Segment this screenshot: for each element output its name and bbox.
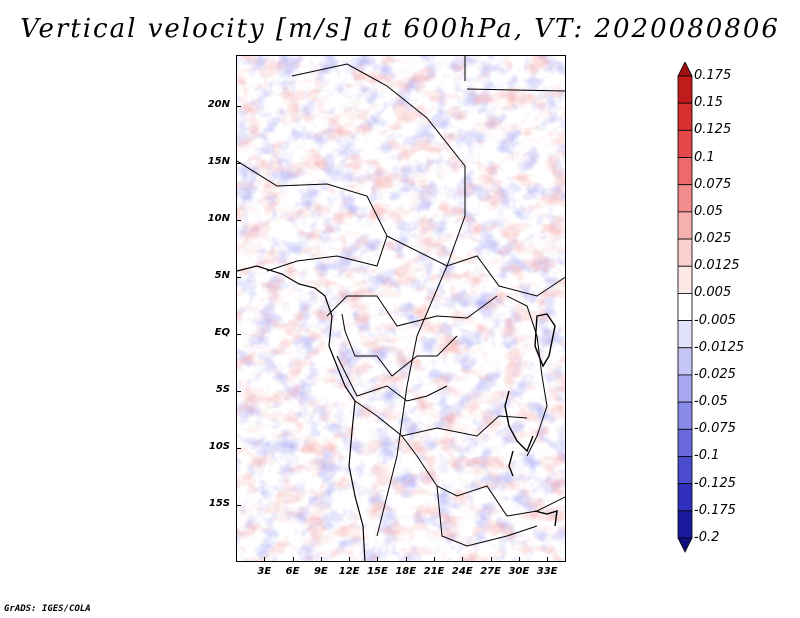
lake-outline bbox=[534, 510, 558, 527]
colorbar-segment bbox=[677, 347, 693, 376]
colorbar-segment bbox=[677, 401, 693, 430]
longitude-tick-label: 33E bbox=[536, 566, 558, 577]
colorbar-segment bbox=[677, 102, 693, 131]
latitude-tick-label: 5N bbox=[214, 270, 230, 282]
colorbar-segment bbox=[677, 184, 693, 213]
chart-title: Vertical velocity [m/s] at 600hPa, VT: 2… bbox=[20, 14, 780, 44]
longitude-tick bbox=[377, 557, 379, 562]
longitude-tick-label: 24E bbox=[451, 566, 473, 577]
longitude-tick-label: 9E bbox=[313, 566, 328, 577]
colorbar-label: 0.0125 bbox=[694, 258, 740, 274]
latitude-tick-label: 10S bbox=[208, 441, 230, 453]
border-line bbox=[291, 63, 466, 537]
latitude-tick-label: EQ bbox=[214, 327, 230, 339]
border-line bbox=[341, 313, 458, 377]
longitude-tick bbox=[490, 557, 492, 562]
colorbar-label: 0.125 bbox=[694, 122, 732, 138]
longitude-tick bbox=[518, 557, 520, 562]
colorbar-segment bbox=[677, 265, 693, 294]
latitude-tick bbox=[236, 448, 241, 450]
longitude-tick-label: 27E bbox=[480, 566, 501, 577]
longitude-tick-label: 21E bbox=[423, 566, 445, 577]
colorbar-segment bbox=[677, 510, 693, 539]
lake-outline bbox=[534, 313, 556, 368]
colorbar-label: -0.175 bbox=[694, 502, 736, 518]
colorbar bbox=[677, 62, 693, 553]
border-line bbox=[466, 88, 565, 92]
longitude-tick-label: 3E bbox=[257, 566, 272, 577]
longitude-tick bbox=[349, 557, 351, 562]
colorbar-label: -0.05 bbox=[694, 394, 728, 410]
positive-velocity-detail bbox=[237, 56, 565, 561]
colorbar-segment bbox=[677, 293, 693, 321]
colorbar-segment bbox=[677, 320, 693, 349]
colorbar-label: 0.175 bbox=[694, 68, 732, 83]
country-borders bbox=[237, 56, 565, 547]
colorbar-label: -0.1 bbox=[694, 448, 720, 464]
colorbar-bottom-arrow bbox=[677, 537, 693, 553]
longitude-tick-label: 30E bbox=[508, 566, 530, 577]
colorbar-label: -0.0125 bbox=[694, 339, 745, 355]
border-line bbox=[506, 295, 548, 457]
longitude-tick bbox=[434, 557, 435, 562]
colorbar-segment bbox=[677, 75, 693, 104]
latitude-tick-label: 20N bbox=[207, 99, 230, 111]
map-plot-area bbox=[236, 55, 566, 562]
longitude-tick-label: 18E bbox=[395, 566, 417, 577]
longitude-tick bbox=[462, 557, 464, 562]
border-line bbox=[354, 400, 528, 437]
latitude-tick bbox=[236, 106, 241, 108]
lakes bbox=[504, 313, 558, 527]
lake-outline bbox=[508, 450, 514, 477]
colorbar-segment bbox=[677, 374, 693, 403]
longitude-tick bbox=[264, 557, 266, 562]
longitude-tick bbox=[320, 557, 322, 562]
latitude-tick bbox=[236, 277, 241, 279]
longitude-tick bbox=[292, 557, 294, 562]
border-line bbox=[326, 295, 498, 327]
colorbar-label: -0.025 bbox=[694, 366, 736, 382]
latitude-tick bbox=[236, 505, 241, 507]
colorbar-label: -0.005 bbox=[694, 312, 736, 328]
longitude-tick-label: 15E bbox=[367, 566, 388, 577]
colorbar-label: 0.15 bbox=[694, 95, 723, 111]
colorbar-segment bbox=[677, 211, 693, 240]
longitude-tick-label: 6E bbox=[285, 566, 300, 577]
latitude-tick bbox=[236, 220, 241, 222]
longitude-tick-label: 12E bbox=[338, 566, 360, 577]
colorbar-label: 0.025 bbox=[694, 231, 732, 247]
colorbar-label: -0.075 bbox=[694, 421, 736, 437]
border-line bbox=[436, 485, 538, 547]
lake-outline bbox=[504, 390, 534, 453]
velocity-field-map bbox=[237, 56, 565, 561]
colorbar-label: 0.05 bbox=[694, 203, 723, 219]
longitude-tick bbox=[547, 557, 549, 562]
coastline bbox=[237, 265, 366, 561]
colorbar-segment bbox=[677, 238, 693, 267]
border-line bbox=[401, 435, 565, 517]
colorbar-top-arrow bbox=[677, 62, 693, 77]
colorbar-segment bbox=[677, 157, 693, 186]
colorbar-label: -0.125 bbox=[694, 475, 736, 491]
colorbar-segment bbox=[677, 129, 693, 158]
latitude-tick-label: 15S bbox=[208, 498, 230, 510]
latitude-tick bbox=[236, 334, 241, 336]
latitude-tick-label: 10N bbox=[207, 213, 230, 225]
latitude-tick bbox=[236, 163, 241, 165]
colorbar-label: 0.1 bbox=[694, 149, 715, 165]
colorbar-label: 0.075 bbox=[694, 176, 732, 192]
latitude-tick-label: 5S bbox=[215, 384, 230, 396]
colorbar-label: -0.2 bbox=[694, 530, 720, 545]
latitude-tick-label: 15N bbox=[207, 156, 230, 168]
colorbar-segment bbox=[677, 428, 693, 457]
colorbar-segment bbox=[677, 456, 693, 485]
footer-credit: GrADS: IGES/COLA bbox=[4, 604, 91, 614]
colorbar-label: 0.005 bbox=[694, 285, 732, 301]
border-line bbox=[336, 355, 448, 402]
longitude-tick bbox=[405, 557, 407, 562]
border-line bbox=[386, 235, 565, 297]
latitude-tick bbox=[236, 391, 241, 393]
colorbar-segment bbox=[677, 483, 693, 512]
